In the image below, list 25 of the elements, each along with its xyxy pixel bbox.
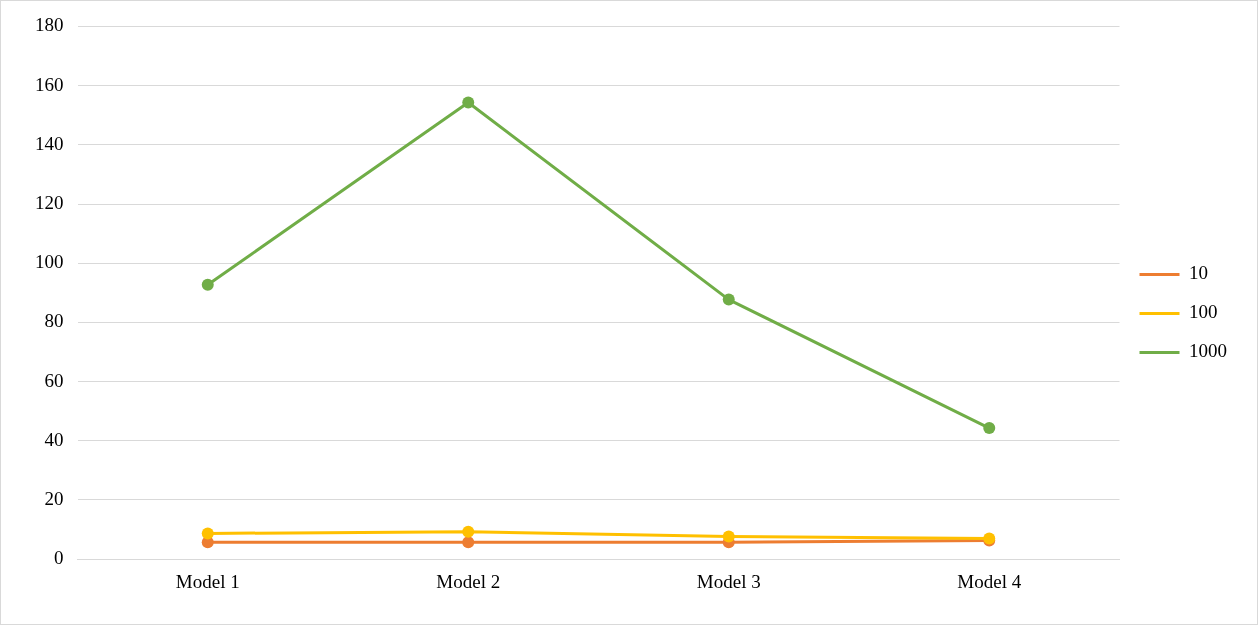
x-tick-label: Model 1 (175, 570, 240, 592)
legend-label: 1000 (1189, 340, 1227, 362)
y-tick-label: 0 (54, 547, 64, 569)
y-tick-label: 40 (44, 428, 64, 450)
point (722, 293, 735, 306)
point (462, 525, 475, 538)
y-tick-label: 140 (35, 132, 64, 154)
y-tick-label: 20 (44, 487, 64, 509)
point (201, 527, 214, 540)
legend-label: 10 (1189, 262, 1208, 284)
point (462, 96, 475, 109)
point (722, 530, 735, 543)
x-tick-label: Model 3 (696, 570, 761, 592)
y-tick-label: 180 (35, 14, 64, 36)
y-tick-label: 100 (35, 251, 64, 273)
x-tick-label: Model 4 (957, 570, 1022, 592)
point (462, 536, 475, 549)
point (983, 422, 996, 435)
point (201, 278, 214, 291)
y-tick-label: 160 (35, 73, 64, 95)
y-tick-label: 120 (35, 191, 64, 213)
y-tick-label: 80 (44, 310, 64, 332)
x-tick-label: Model 2 (436, 570, 501, 592)
y-tick-label: 60 (44, 369, 64, 391)
legend-label: 100 (1189, 301, 1218, 323)
